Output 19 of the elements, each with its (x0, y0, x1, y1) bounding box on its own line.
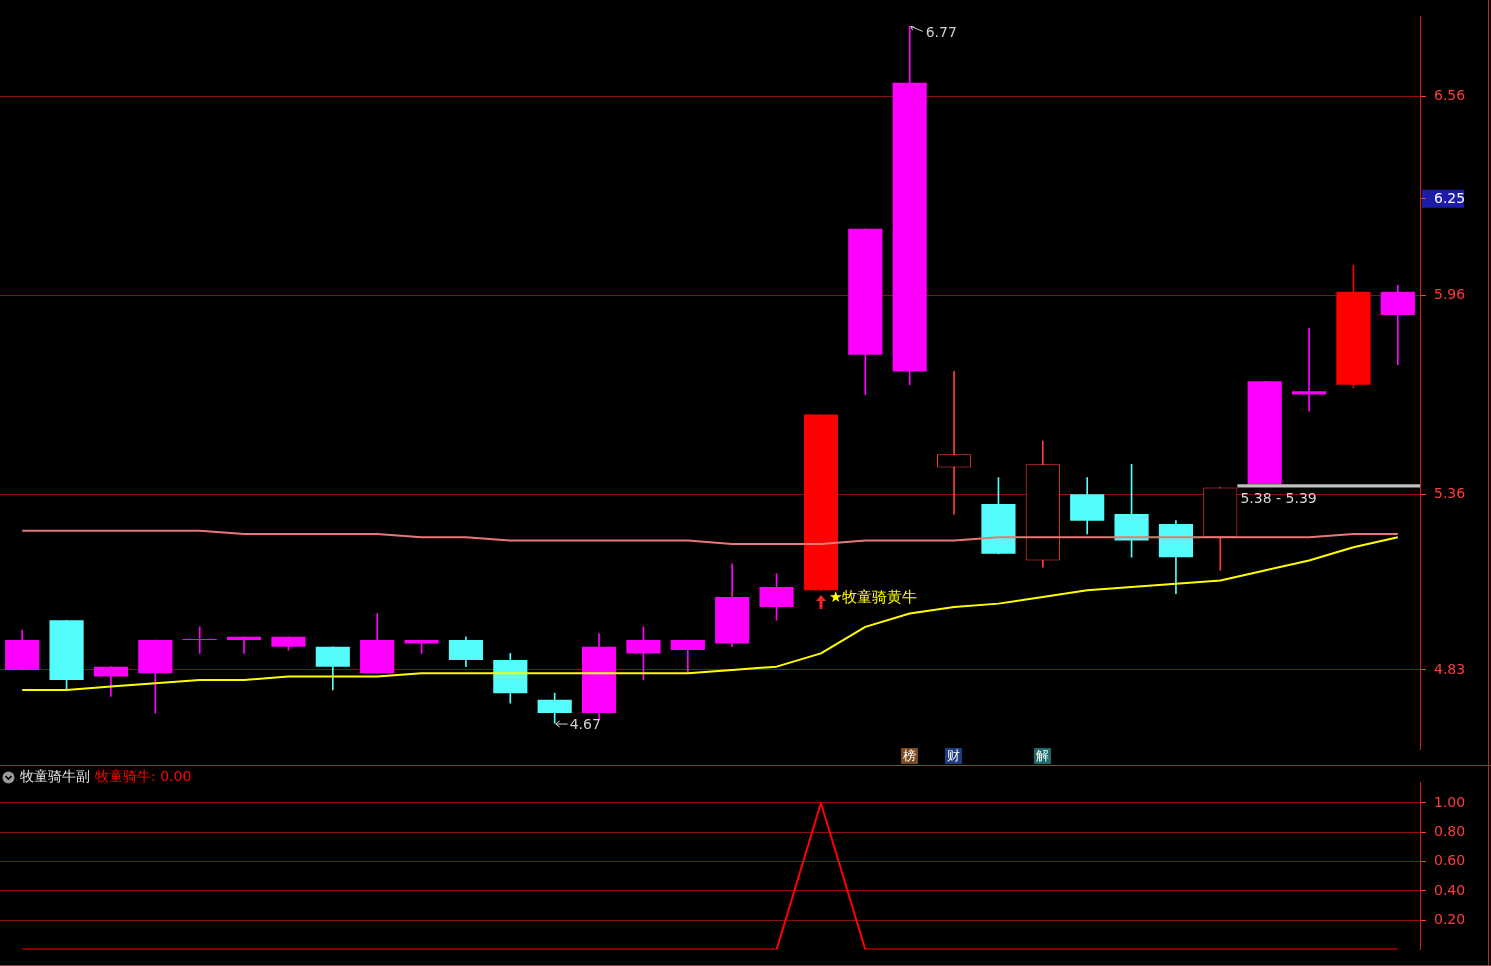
y-tick-label: 6.56 (1434, 86, 1466, 103)
y-tick-label: 5.96 (1434, 285, 1466, 302)
annotation: 解 (1033, 748, 1051, 764)
y-tick-label: 0.40 (1434, 881, 1466, 898)
chart-title: 牧童骑牛副 (20, 768, 90, 786)
y-tick-label: 4.83 (1434, 660, 1466, 677)
y-tick-label: 1.00 (1434, 793, 1466, 810)
y-tick-label: 6.25 (1434, 189, 1466, 206)
text: 牧童骑牛: 0.00 (95, 768, 192, 786)
y-tick-label: 0.60 (1434, 852, 1466, 869)
band-label: 5.38 - 5.39 (1240, 490, 1317, 507)
y-tick-label: 5.36 (1434, 484, 1466, 501)
annotation: 榜 (900, 748, 918, 764)
y-tick-label: 0.20 (1434, 910, 1466, 927)
annotation: 6.77 (925, 23, 957, 40)
annotation: ★牧童骑黄牛 (828, 588, 918, 607)
annotation: 4.67 (569, 715, 601, 732)
annotation: 财 (945, 748, 963, 764)
y-tick-label: 0.80 (1434, 822, 1466, 839)
